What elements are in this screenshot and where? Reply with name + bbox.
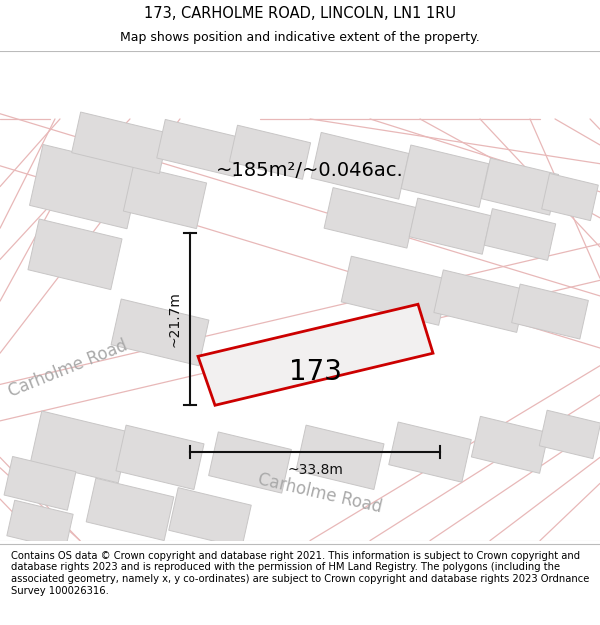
Polygon shape [484,209,556,261]
Polygon shape [401,145,489,208]
Polygon shape [409,198,491,254]
Text: 173: 173 [289,358,341,386]
Polygon shape [169,488,251,548]
Text: Contains OS data © Crown copyright and database right 2021. This information is : Contains OS data © Crown copyright and d… [11,551,589,596]
Polygon shape [31,411,130,483]
Text: ~33.8m: ~33.8m [287,462,343,476]
Polygon shape [229,125,311,179]
Polygon shape [124,166,206,229]
Polygon shape [4,456,76,510]
Text: ~21.7m: ~21.7m [168,291,182,348]
Polygon shape [86,478,174,541]
Polygon shape [29,144,140,229]
Polygon shape [481,158,559,215]
Polygon shape [7,500,73,550]
Polygon shape [296,425,384,489]
Polygon shape [28,219,122,289]
Polygon shape [157,119,243,177]
Polygon shape [71,112,169,174]
Polygon shape [116,425,204,489]
Text: Carholme Road: Carholme Road [256,471,384,517]
Polygon shape [512,284,589,339]
Polygon shape [198,304,433,405]
Polygon shape [539,410,600,459]
Polygon shape [311,132,409,199]
Polygon shape [324,188,416,248]
Polygon shape [472,416,548,473]
Polygon shape [111,299,209,366]
Text: ~185m²/~0.046ac.: ~185m²/~0.046ac. [216,161,404,181]
Text: Carholme Road: Carholme Road [6,337,130,401]
Polygon shape [542,173,598,221]
Polygon shape [434,270,526,332]
Text: Map shows position and indicative extent of the property.: Map shows position and indicative extent… [120,31,480,44]
Polygon shape [341,256,449,325]
Text: 173, CARHOLME ROAD, LINCOLN, LN1 1RU: 173, CARHOLME ROAD, LINCOLN, LN1 1RU [144,6,456,21]
Polygon shape [209,432,292,493]
Polygon shape [389,422,471,482]
